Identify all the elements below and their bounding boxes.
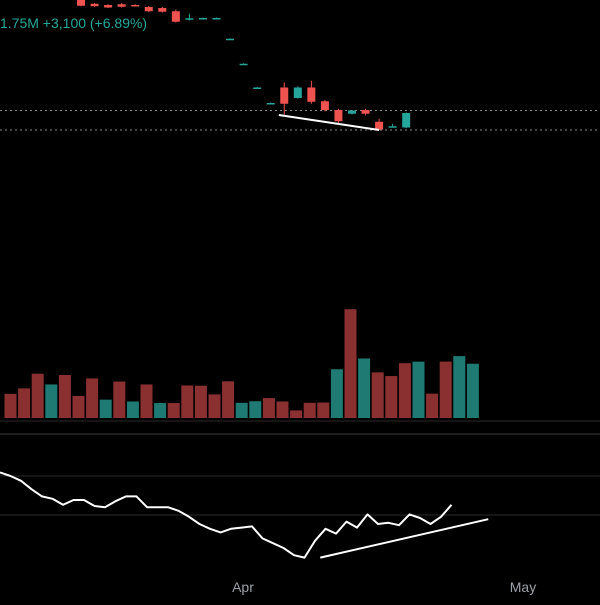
volume-bar bbox=[208, 394, 221, 418]
volume-bar bbox=[4, 393, 17, 418]
oscillator-line bbox=[0, 471, 453, 559]
volume-bar bbox=[167, 403, 180, 418]
volume-bar bbox=[412, 361, 425, 418]
volume-bar bbox=[426, 393, 439, 418]
grid-layer bbox=[0, 110, 600, 516]
volume-bar bbox=[45, 384, 58, 418]
candle-body bbox=[185, 18, 194, 20]
candle-body bbox=[320, 101, 329, 110]
volume-bar bbox=[439, 361, 452, 418]
volume-bar bbox=[385, 376, 398, 418]
volume-bar bbox=[371, 372, 384, 418]
volume-bar bbox=[154, 403, 167, 418]
candle-body bbox=[158, 8, 167, 12]
candle-body bbox=[90, 3, 99, 7]
volume-bar bbox=[317, 402, 330, 418]
time-axis-layer: Apr May bbox=[232, 579, 536, 595]
volume-bar bbox=[72, 395, 85, 418]
time-axis-label: Apr bbox=[232, 579, 254, 595]
candle-body bbox=[171, 11, 180, 22]
volume-bar bbox=[86, 378, 99, 418]
candle-body bbox=[266, 103, 275, 105]
candle-body bbox=[348, 110, 356, 114]
candle-body bbox=[198, 18, 207, 20]
volume-bar bbox=[249, 401, 262, 418]
candle-body bbox=[388, 126, 397, 128]
volume-layer bbox=[4, 309, 479, 418]
volume-bar bbox=[181, 385, 194, 418]
candle-body bbox=[104, 5, 113, 8]
oscillator-layer bbox=[0, 471, 489, 559]
candle-body bbox=[212, 18, 221, 20]
volume-bar bbox=[194, 385, 207, 418]
volume-bar bbox=[31, 373, 44, 418]
volume-bar bbox=[113, 381, 126, 418]
candle-body bbox=[226, 38, 235, 41]
candle-body bbox=[402, 113, 411, 128]
volume-bar bbox=[262, 398, 275, 418]
candle-body bbox=[361, 110, 370, 114]
candle-body bbox=[307, 87, 316, 102]
volume-bar bbox=[358, 358, 371, 418]
candle-body bbox=[131, 5, 140, 7]
candle-body bbox=[77, 0, 85, 6]
candles-layer bbox=[77, 0, 411, 130]
candle-body bbox=[375, 121, 384, 130]
volume-bar bbox=[235, 402, 248, 418]
candle-body bbox=[293, 87, 302, 98]
candle-body bbox=[280, 87, 289, 104]
volume-bar bbox=[99, 399, 112, 418]
volume-bar bbox=[58, 374, 71, 418]
volume-bar bbox=[222, 381, 235, 418]
volume-bar bbox=[398, 363, 411, 418]
candle-body bbox=[144, 7, 153, 12]
time-axis-label: May bbox=[510, 579, 536, 595]
volume-bar bbox=[466, 363, 479, 418]
candle-body bbox=[239, 63, 248, 66]
price-trendline bbox=[278, 114, 380, 131]
volume-bar bbox=[303, 402, 316, 418]
volume-bar bbox=[344, 309, 357, 418]
price-change-legend: 1.75M +3,100 (+6.89%) bbox=[0, 15, 148, 31]
candle-body bbox=[334, 110, 343, 122]
candle-body bbox=[253, 87, 262, 89]
volume-bar bbox=[18, 388, 31, 418]
volume-bar bbox=[126, 401, 139, 418]
oscillator-trendline bbox=[320, 518, 489, 559]
volume-bar bbox=[276, 401, 289, 418]
volume-bar bbox=[330, 369, 343, 418]
volume-bar bbox=[453, 356, 466, 418]
volume-bar bbox=[290, 410, 303, 418]
trendline-layer bbox=[278, 114, 380, 131]
volume-bar bbox=[140, 384, 153, 418]
candle-body bbox=[117, 4, 126, 7]
